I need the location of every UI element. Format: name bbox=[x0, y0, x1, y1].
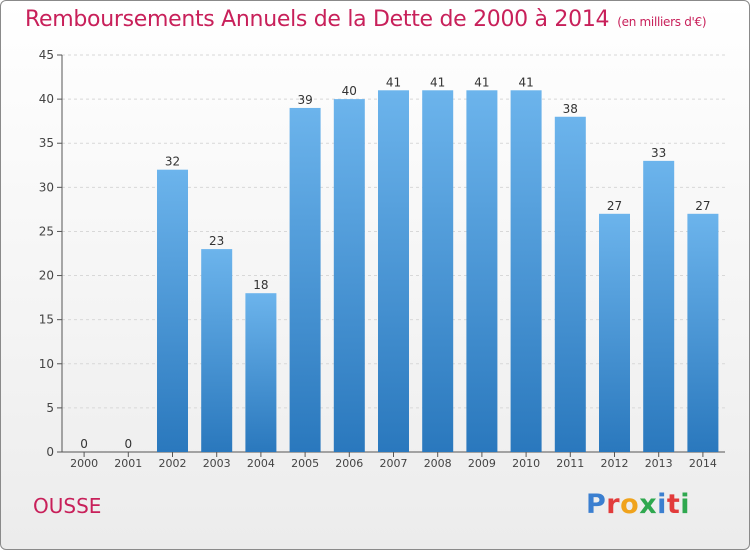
x-tick-label: 2010 bbox=[512, 457, 540, 470]
chart-title-text: Remboursements Annuels de la Dette de 20… bbox=[25, 7, 610, 32]
labels: 0 0 32 23 18 39 40 41 41 41 41 38 27 33 27 bbox=[80, 75, 710, 451]
x-tick-label: 2004 bbox=[247, 457, 275, 470]
chart-unit: (en milliers d'€) bbox=[617, 15, 707, 29]
x-tick-label: 2000 bbox=[70, 457, 98, 470]
bar bbox=[643, 160, 675, 452]
data-label: 40 bbox=[342, 84, 357, 98]
data-label: 41 bbox=[386, 75, 401, 89]
bar bbox=[289, 107, 321, 452]
x-tick-label: 2005 bbox=[291, 457, 319, 470]
proxiti-logo: Proxiti bbox=[586, 489, 690, 520]
data-label: 0 bbox=[80, 437, 88, 451]
x-tick-label: 2007 bbox=[380, 457, 408, 470]
data-label: 0 bbox=[124, 437, 132, 451]
y-tick-label: 35 bbox=[39, 136, 54, 150]
data-label: 27 bbox=[695, 199, 710, 213]
data-label: 27 bbox=[607, 199, 622, 213]
bar bbox=[466, 90, 498, 453]
data-label: 23 bbox=[209, 234, 224, 248]
y-tick-label: 0 bbox=[46, 445, 54, 459]
y-tick-label: 10 bbox=[39, 357, 54, 371]
bar bbox=[245, 293, 277, 452]
bar bbox=[687, 213, 719, 452]
x-tick-label: 2012 bbox=[601, 457, 629, 470]
x-tick-label: 2002 bbox=[159, 457, 187, 470]
y-tick-label: 5 bbox=[46, 401, 54, 415]
x-tick-label: 2001 bbox=[114, 457, 142, 470]
bar bbox=[333, 99, 365, 452]
bar bbox=[422, 90, 454, 453]
bar bbox=[554, 116, 586, 452]
logo-letter: P bbox=[586, 489, 607, 520]
bar bbox=[378, 90, 409, 453]
x-tick-label: 2003 bbox=[203, 457, 231, 470]
bar bbox=[510, 90, 542, 453]
y-tick-label: 45 bbox=[39, 48, 54, 62]
y-tick-label: 40 bbox=[39, 92, 54, 106]
data-label: 38 bbox=[563, 102, 578, 116]
logo-letter: r bbox=[606, 489, 621, 520]
data-label: 41 bbox=[474, 75, 489, 89]
commune-name: OUSSE bbox=[33, 494, 102, 518]
y-tick-label: 30 bbox=[39, 180, 54, 194]
x-tick-label: 2013 bbox=[645, 457, 673, 470]
chart-title: Remboursements Annuels de la Dette de 20… bbox=[25, 7, 707, 32]
data-label: 41 bbox=[518, 75, 533, 89]
data-label: 33 bbox=[651, 146, 666, 160]
logo-letter: t bbox=[666, 489, 681, 520]
x-tick-label: 2011 bbox=[556, 457, 584, 470]
x-tick-label: 2006 bbox=[335, 457, 363, 470]
logo-letter: i bbox=[680, 489, 691, 520]
bar bbox=[157, 169, 188, 452]
logo-letter: i bbox=[657, 489, 667, 520]
data-label: 32 bbox=[165, 155, 180, 169]
data-label: 41 bbox=[430, 75, 445, 89]
x-tick-label: 2008 bbox=[424, 457, 452, 470]
x-tick-label: 2009 bbox=[468, 457, 496, 470]
y-tick-label: 25 bbox=[39, 224, 54, 238]
y-tick-label: 15 bbox=[39, 313, 54, 327]
x-tick-label: 2014 bbox=[689, 457, 717, 470]
logo-letter: x bbox=[639, 489, 658, 520]
y-tick-label: 20 bbox=[39, 269, 54, 283]
data-label: 39 bbox=[297, 93, 312, 107]
bar bbox=[201, 249, 233, 452]
bar bbox=[599, 213, 630, 452]
bars bbox=[157, 90, 719, 453]
data-label: 18 bbox=[253, 278, 268, 292]
logo-letter: o bbox=[620, 489, 640, 520]
